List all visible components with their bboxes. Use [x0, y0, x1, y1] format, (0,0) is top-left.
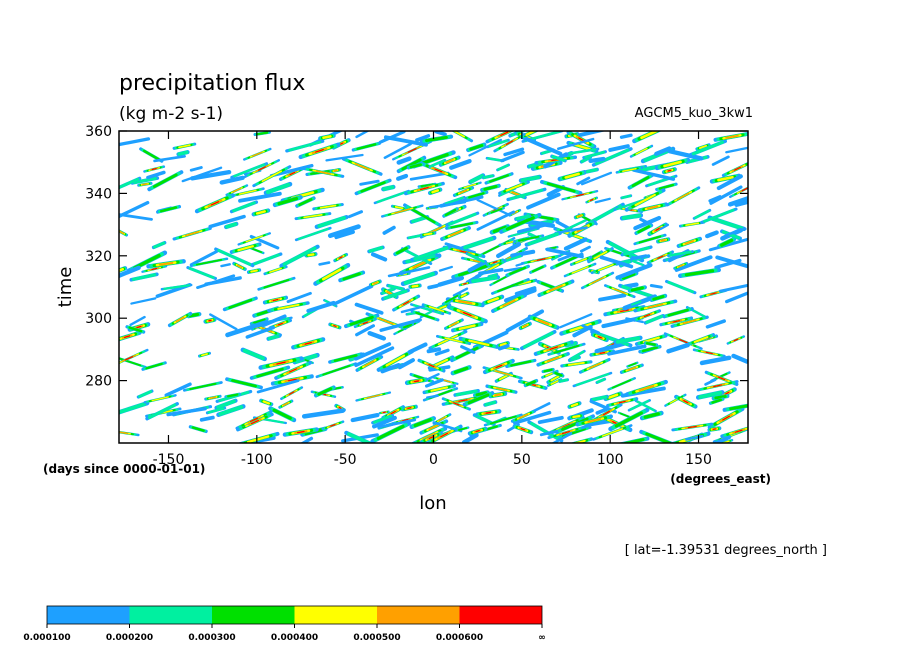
precip-cell: [436, 132, 445, 135]
precip-cell: [573, 416, 579, 417]
y-tick-label: 320: [85, 249, 112, 265]
y-tick-label: 300: [85, 311, 112, 327]
y-tick-label: 360: [85, 124, 112, 140]
precip-cell: [408, 408, 411, 409]
precip-cell: [334, 326, 336, 327]
precip-cell: [413, 286, 418, 287]
precip-cell: [309, 254, 314, 255]
x-tick-label: 0: [429, 452, 438, 468]
colorbar-level-label: 0.000500: [353, 633, 400, 643]
precip-cell: [716, 396, 725, 397]
precip-cell: [647, 343, 655, 344]
precip-cell: [323, 136, 330, 137]
colorbar-swatch: [212, 606, 295, 624]
precip-cell: [651, 285, 661, 287]
precip-cell: [624, 216, 640, 218]
precip-cell: [587, 170, 596, 172]
colorbar-swatch: [130, 606, 213, 624]
precip-cell: [424, 234, 431, 235]
precip-cell: [590, 159, 603, 161]
x-tick-label: 50: [513, 452, 531, 468]
plot-area: [105, 123, 764, 447]
x-tick-label: -50: [334, 452, 357, 468]
colorbar-level-label: 0.000100: [23, 633, 70, 643]
precip-cell: [433, 190, 438, 192]
x-axis-units: (degrees_east): [670, 472, 771, 487]
colorbar: [47, 606, 542, 628]
y-axis-label: time: [55, 267, 76, 308]
precip-cell: [429, 286, 437, 288]
x-tick-label: 150: [685, 452, 712, 468]
precip-cell: [334, 170, 337, 171]
precip-cell: [484, 176, 492, 178]
precip-cell: [398, 176, 406, 179]
chart-units: (kg m-2 s-1): [119, 104, 223, 124]
y-axis-units: (days since 0000-01-01): [43, 462, 205, 476]
y-tick-label: 340: [85, 186, 112, 202]
precip-cell: [622, 196, 630, 198]
y-tick-labels: 280 300 320 340 360: [85, 124, 112, 390]
colorbar-level-label: ∞: [538, 633, 546, 643]
precip-cell: [661, 240, 665, 241]
precip-cell: [257, 133, 267, 134]
colorbar-level-label: 0.000300: [188, 633, 235, 643]
precip-cell: [486, 413, 490, 414]
x-axis-label: lon: [419, 493, 446, 514]
model-label: AGCM5_kuo_3kw1: [635, 106, 753, 121]
colorbar-swatch: [377, 606, 460, 624]
precip-cell: [143, 184, 147, 185]
x-tick-label: 100: [597, 452, 624, 468]
precip-cell: [179, 152, 187, 154]
precip-cell: [500, 346, 508, 349]
precip-cell: [545, 370, 552, 371]
precip-cell: [495, 394, 500, 395]
colorbar-labels: 0.000100 0.000200 0.000300 0.000400 0.000500…: [23, 633, 545, 643]
colorbar-level-label: 0.000400: [271, 633, 318, 643]
x-tick-label: -100: [241, 452, 273, 468]
colorbar-swatch: [47, 606, 130, 624]
precip-cell: [622, 135, 631, 137]
precip-cell: [227, 224, 236, 227]
precip-cell: [320, 263, 329, 265]
y-tick-label: 280: [85, 374, 112, 390]
chart-title: precipitation flux: [119, 71, 305, 96]
precip-cell: [415, 381, 419, 382]
precip-cell: [578, 216, 581, 217]
colorbar-level-label: 0.000200: [106, 633, 153, 643]
precip-cell: [384, 187, 392, 189]
precip-cell: [476, 431, 479, 432]
colorbar-swatch: [460, 606, 543, 624]
precip-cell: [560, 380, 567, 381]
precip-cell: [251, 271, 257, 272]
colorbar-swatch: [295, 606, 378, 624]
colorbar-level-label: 0.000600: [436, 633, 483, 643]
precip-cell: [600, 353, 604, 354]
precip-cell: [202, 418, 213, 420]
precip-cell: [374, 283, 377, 284]
precip-cell: [591, 200, 593, 201]
subset-note: [ lat=-1.39531 degrees_north ]: [625, 543, 827, 558]
precip-cell: [339, 407, 341, 408]
precip-cell: [269, 336, 278, 339]
precip-cell: [486, 402, 495, 404]
precip-cell: [668, 170, 670, 171]
